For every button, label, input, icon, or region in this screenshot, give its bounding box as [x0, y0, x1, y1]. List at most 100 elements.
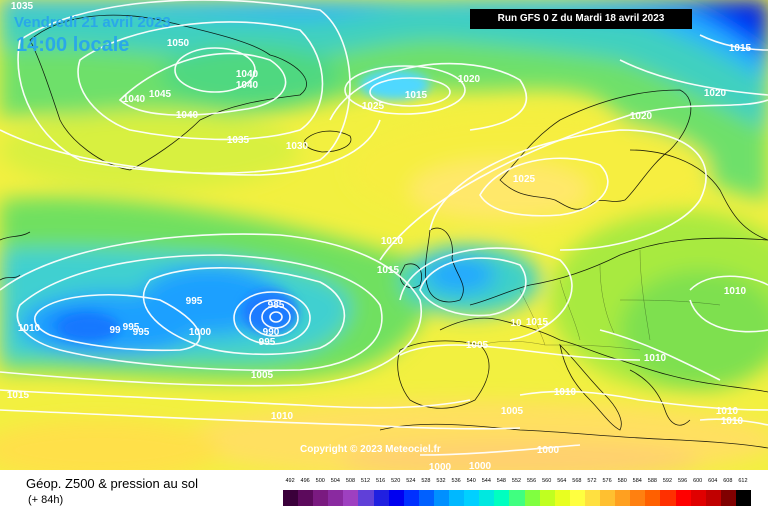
- isobar-label: 1000: [469, 461, 492, 470]
- scale-label: 540: [466, 478, 476, 484]
- isobar-label: 1015: [405, 90, 428, 101]
- scale-label: 500: [315, 478, 325, 484]
- scale-label: 572: [587, 478, 597, 484]
- scale-swatch: [645, 490, 661, 506]
- isobar-label: 1005: [466, 340, 489, 351]
- scale-label: 532: [436, 478, 446, 484]
- isobar-label: 1040: [236, 80, 259, 91]
- isobar-label: 1005: [251, 370, 274, 381]
- isobar-label: 1030: [286, 141, 309, 152]
- isobar-label: 1010: [721, 416, 744, 427]
- scale-label: 580: [617, 478, 627, 484]
- scale-label: 564: [557, 478, 567, 484]
- color-scale-labels: 492 496 500 504 508 512 516 520 524 528 532 536 540 5…: [283, 478, 751, 487]
- scale-label: 516: [376, 478, 386, 484]
- isobar-label: 1000: [189, 327, 212, 338]
- isobar-label: 1040: [123, 94, 146, 105]
- forecast-offset: (+ 84h): [28, 494, 64, 506]
- scale-label: 520: [391, 478, 401, 484]
- isobar-label: 1050: [167, 38, 190, 49]
- scale-label: 524: [406, 478, 416, 484]
- scale-swatch: [494, 490, 510, 506]
- scale-label: 612: [738, 478, 748, 484]
- isobar-label: 1015: [377, 265, 400, 276]
- isobar-label: 1000: [537, 445, 560, 456]
- isobars: [0, 0, 768, 456]
- scale-swatch: [418, 490, 435, 506]
- isobar-label: 1010: [644, 353, 667, 364]
- color-scale-bar: [283, 490, 752, 506]
- scale-swatch: [524, 490, 541, 506]
- isobar-label: 1015: [7, 390, 30, 401]
- scale-swatch: [735, 490, 752, 506]
- scale-swatch: [403, 490, 420, 506]
- borders: [479, 249, 721, 351]
- isobar-label: 1010: [554, 387, 577, 398]
- isobar-label: 995: [133, 327, 150, 338]
- scale-swatch: [615, 490, 631, 506]
- coastlines: [0, 14, 768, 449]
- scale-label: 584: [632, 478, 642, 484]
- isobar-label: 1015: [526, 317, 549, 328]
- scale-swatch: [464, 490, 480, 506]
- isobar-label: 1040: [176, 110, 199, 121]
- scale-label: 548: [496, 478, 506, 484]
- scale-label: 544: [481, 478, 491, 484]
- isobar-label: 1020: [458, 74, 481, 85]
- isobar-label: 1005: [501, 406, 524, 417]
- isobar-label: 995: [123, 322, 140, 333]
- scale-swatch: [509, 490, 526, 506]
- scale-swatch: [343, 490, 359, 506]
- forecast-date: Vendredi 21 avril 2023: [14, 14, 171, 31]
- isobar-label: 1040: [236, 69, 259, 80]
- scale-swatch: [569, 490, 586, 506]
- scale-swatch: [433, 490, 450, 506]
- isobar-label: 995: [259, 337, 276, 348]
- isobar-label: 1035: [227, 135, 250, 146]
- scale-swatch: [449, 490, 465, 506]
- isobar-label: 1015: [729, 43, 752, 54]
- scale-swatch: [584, 490, 601, 506]
- isobar-label: 1025: [362, 101, 385, 112]
- forecast-time: 14:00 locale: [16, 34, 130, 56]
- scale-label: 556: [527, 478, 537, 484]
- run-info-box: Run GFS 0 Z du Mardi 18 avril 2023: [470, 9, 692, 29]
- scale-label: 568: [572, 478, 582, 484]
- isobar-label: 1045: [149, 89, 172, 100]
- scale-label: 508: [345, 478, 356, 484]
- legend-title: Géop. Z500 & pression au sol: [26, 476, 198, 491]
- scale-label: 596: [677, 478, 688, 484]
- scale-label: 496: [300, 478, 310, 484]
- scale-label: 608: [723, 478, 733, 484]
- isobar-label: 1010: [716, 406, 739, 417]
- scale-swatch: [720, 490, 737, 506]
- isobar-label: 990: [263, 327, 280, 338]
- scale-swatch: [690, 490, 707, 506]
- scale-swatch: [358, 490, 375, 506]
- scale-label: 592: [662, 478, 673, 484]
- scale-label: 600: [693, 478, 703, 484]
- scale-label: 504: [330, 478, 340, 484]
- scale-label: 512: [360, 478, 371, 484]
- copyright-text: Copyright © 2023 Meteociel.fr: [300, 444, 441, 455]
- scale-label: 604: [708, 478, 718, 484]
- isobar-label: 1025: [513, 174, 536, 185]
- isobar-label: 1010: [271, 411, 294, 422]
- scale-swatch: [373, 490, 390, 506]
- scale-label: 560: [542, 478, 552, 484]
- isobar-label: 99: [109, 325, 121, 336]
- color-scale: 492 496 500 504 508 512 516 520 524 528 532 536 540 5…: [283, 478, 752, 506]
- isobar-label: 1020: [381, 236, 404, 247]
- scale-swatch: [554, 490, 571, 506]
- isobar-label: 1000: [429, 462, 452, 470]
- scale-swatch: [313, 490, 329, 506]
- scale-swatch: [660, 490, 676, 506]
- isobar-label: 1010: [724, 286, 747, 297]
- scale-swatch: [328, 490, 344, 506]
- isobar-label: 985: [268, 300, 285, 311]
- isobar-label: 1020: [704, 88, 727, 99]
- isobar-label: 1035: [11, 1, 34, 12]
